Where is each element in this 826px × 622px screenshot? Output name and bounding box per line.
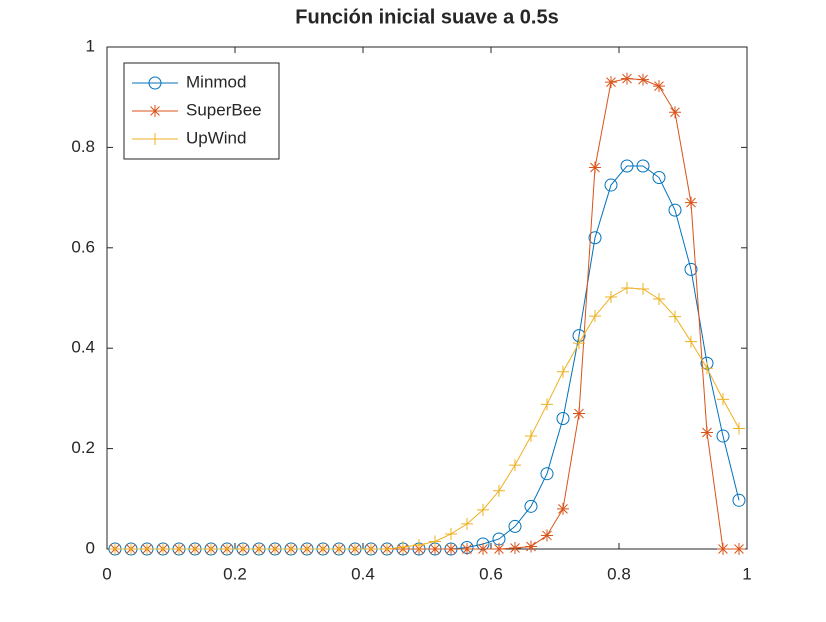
- chart-title: Función inicial suave a 0.5s: [295, 6, 558, 28]
- marker: [557, 365, 569, 378]
- y-tick-label: 0: [86, 538, 95, 557]
- x-tick-label: 0.8: [607, 564, 631, 583]
- marker: [716, 429, 730, 443]
- legend-marker: [149, 133, 161, 145]
- marker: [524, 499, 538, 513]
- marker: [653, 293, 665, 306]
- marker: [541, 529, 553, 542]
- marker: [717, 543, 729, 555]
- marker: [173, 543, 185, 555]
- marker: [732, 493, 746, 507]
- marker: [733, 543, 745, 555]
- marker: [557, 502, 569, 515]
- marker: [365, 543, 377, 555]
- marker: [717, 393, 729, 406]
- marker: [540, 467, 554, 481]
- y-tick-label: 0.2: [71, 438, 95, 457]
- marker: [636, 159, 650, 173]
- marker: [573, 337, 585, 350]
- marker: [205, 543, 217, 555]
- y-tick-label: 0.4: [71, 338, 95, 357]
- marker: [125, 543, 137, 555]
- marker: [684, 262, 698, 276]
- x-tick-label: 0.6: [479, 564, 503, 583]
- marker: [445, 527, 457, 540]
- marker: [429, 535, 441, 548]
- marker: [461, 517, 473, 530]
- marker: [573, 407, 585, 420]
- marker: [525, 430, 537, 443]
- marker: [477, 503, 489, 516]
- x-tick-label: 0.4: [351, 564, 375, 583]
- marker: [253, 543, 265, 555]
- marker: [509, 541, 521, 554]
- y-tick-label: 0.6: [71, 237, 95, 256]
- marker: [685, 335, 697, 348]
- legend-label: SuperBee: [186, 100, 262, 119]
- marker: [285, 543, 297, 555]
- marker: [493, 543, 505, 555]
- marker: [621, 281, 633, 294]
- legend-label: UpWind: [186, 128, 246, 147]
- marker: [685, 196, 697, 209]
- marker: [669, 310, 681, 323]
- legend-marker: [148, 76, 162, 90]
- marker: [733, 422, 745, 435]
- marker: [508, 519, 522, 533]
- marker: [397, 540, 409, 553]
- marker: [301, 543, 313, 555]
- marker: [109, 543, 121, 555]
- marker: [637, 282, 649, 295]
- marker: [349, 543, 361, 555]
- marker: [269, 543, 281, 555]
- legend-label: Minmod: [186, 72, 246, 91]
- series-line: [115, 287, 740, 550]
- marker: [605, 76, 617, 89]
- marker: [652, 171, 666, 185]
- marker: [653, 80, 665, 93]
- legend-marker: [149, 105, 161, 117]
- marker: [621, 72, 633, 85]
- marker: [413, 538, 425, 551]
- marker: [556, 411, 570, 425]
- marker: [637, 73, 649, 86]
- marker: [141, 543, 153, 555]
- y-tick-label: 1: [86, 36, 95, 55]
- x-tick-label: 0: [102, 564, 111, 583]
- marker: [668, 203, 682, 217]
- marker: [157, 543, 169, 555]
- marker: [701, 362, 713, 375]
- marker: [445, 543, 457, 555]
- marker: [588, 231, 602, 245]
- marker: [605, 290, 617, 303]
- marker: [669, 106, 681, 119]
- marker: [429, 543, 441, 555]
- marker: [701, 426, 713, 439]
- marker: [461, 543, 473, 555]
- marker: [620, 159, 634, 173]
- marker: [509, 459, 521, 472]
- marker: [541, 398, 553, 411]
- x-tick-label: 1: [742, 564, 751, 583]
- y-tick-label: 0.8: [71, 137, 95, 156]
- marker: [189, 543, 201, 555]
- marker: [589, 310, 601, 323]
- marker: [221, 543, 233, 555]
- marker: [493, 484, 505, 497]
- marker: [317, 543, 329, 555]
- marker: [589, 161, 601, 174]
- marker: [237, 543, 249, 555]
- marker: [477, 543, 489, 555]
- x-tick-label: 0.2: [223, 564, 247, 583]
- marker: [381, 543, 393, 555]
- marker: [604, 178, 618, 192]
- marker: [333, 543, 345, 555]
- marker: [525, 540, 537, 553]
